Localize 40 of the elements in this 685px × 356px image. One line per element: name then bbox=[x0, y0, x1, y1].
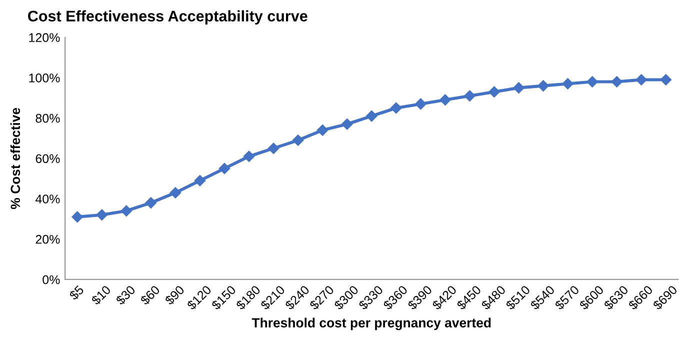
x-tick-label: $60 bbox=[139, 284, 161, 306]
y-axis-title: % Cost effective bbox=[10, 108, 20, 210]
point bbox=[194, 175, 206, 186]
point bbox=[341, 118, 353, 130]
point bbox=[145, 197, 157, 208]
point bbox=[390, 102, 402, 114]
point bbox=[586, 76, 598, 88]
point bbox=[316, 124, 328, 136]
y-tick-label: 60% bbox=[36, 154, 60, 164]
chart-title: Cost Effectiveness Acceptability curve bbox=[28, 10, 308, 25]
point bbox=[415, 98, 426, 110]
point bbox=[292, 134, 304, 146]
y-tick-label: 100% bbox=[29, 74, 60, 82]
point bbox=[513, 82, 524, 94]
y-tick-label: 120% bbox=[29, 33, 60, 42]
point bbox=[96, 209, 108, 221]
point bbox=[538, 80, 549, 92]
y-tick-label: 40% bbox=[35, 194, 60, 204]
point bbox=[366, 110, 378, 122]
point bbox=[268, 142, 280, 154]
point bbox=[243, 150, 255, 162]
point bbox=[72, 211, 83, 223]
point bbox=[120, 205, 132, 216]
point bbox=[660, 74, 672, 86]
point bbox=[611, 76, 622, 88]
x-tick-label: $5 bbox=[68, 284, 85, 302]
point bbox=[464, 90, 476, 102]
y-tick-label: 0% bbox=[42, 275, 60, 284]
point bbox=[218, 162, 230, 174]
y-tick-label: 80% bbox=[36, 114, 60, 123]
point bbox=[636, 74, 647, 86]
x-tick-label: $10 bbox=[90, 284, 112, 306]
point bbox=[170, 187, 182, 198]
y-tick-label: 20% bbox=[36, 234, 60, 244]
x-tick-label: $30 bbox=[114, 284, 136, 306]
point bbox=[440, 94, 451, 106]
x-tick-label: $90 bbox=[164, 284, 186, 306]
x-axis-title: Threshold cost per pregnancy averted bbox=[252, 318, 491, 330]
point bbox=[562, 78, 574, 90]
point bbox=[488, 86, 500, 98]
